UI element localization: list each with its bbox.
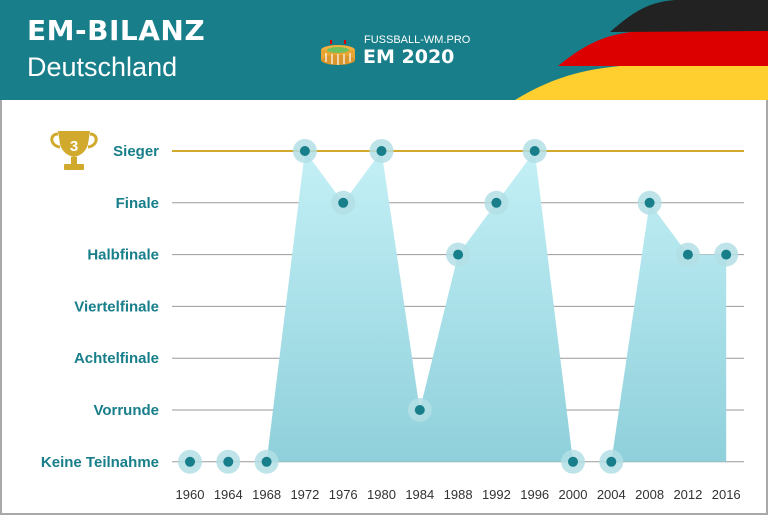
x-tick-label: 1968 [252, 487, 281, 502]
y-tick-label: Finale [116, 195, 159, 212]
x-tick-label: 2004 [597, 487, 626, 502]
x-tick-label: 2016 [712, 487, 741, 502]
data-point [292, 139, 317, 163]
data-point-dot [261, 456, 272, 467]
data-point [599, 449, 624, 474]
data-point [407, 398, 432, 422]
y-tick-label: Achtelfinale [74, 350, 159, 367]
data-point-dot [223, 456, 234, 467]
x-tick-label: 1996 [520, 487, 549, 502]
data-point-dot [338, 197, 349, 208]
stadium-icon [321, 40, 355, 65]
page-subtitle: Deutschland [27, 52, 178, 82]
y-tick-label: Sieger [113, 143, 159, 160]
data-point-dot [185, 456, 195, 467]
data-point-dot [568, 456, 578, 467]
trophy-icon: 3 [50, 131, 98, 170]
data-point-dot [491, 197, 502, 208]
data-point-dot [529, 146, 540, 156]
data-point [522, 139, 547, 163]
x-tick-label: 1992 [482, 487, 511, 502]
data-point [216, 449, 241, 474]
x-tick-label: 1984 [405, 487, 434, 502]
brand-site-label: FUSSBALL-WM.PRO [364, 34, 471, 46]
data-point-dot [606, 456, 617, 467]
data-point [331, 190, 356, 215]
trophy-count: 3 [70, 138, 78, 155]
data-point-dot [299, 146, 310, 156]
x-tick-label: 1976 [329, 487, 358, 502]
results-area [190, 151, 727, 462]
x-tick-label: 1964 [214, 487, 243, 502]
data-point [178, 449, 202, 474]
header-banner: EM-BILANZ Deutschland FUSSBALL-WM.PRO EM… [0, 0, 768, 100]
data-point [369, 139, 394, 163]
data-point-dot [682, 249, 693, 260]
x-tick-label: 1972 [290, 487, 319, 502]
data-point-dot [644, 197, 655, 208]
x-tick-label: 1960 [176, 487, 205, 502]
x-tick-label: 2000 [559, 487, 588, 502]
y-tick-label: Viertelfinale [74, 298, 159, 315]
x-tick-label: 2008 [635, 487, 664, 502]
data-point [446, 242, 471, 267]
data-point [484, 190, 509, 215]
data-point-dot [414, 405, 425, 415]
x-tick-label: 1980 [367, 487, 396, 502]
data-point-dot [376, 146, 387, 156]
brand-name-label: EM 2020 [363, 46, 455, 68]
y-tick-label: Halbfinale [87, 247, 159, 264]
data-point-dot [721, 249, 732, 260]
x-tick-label: 1988 [444, 487, 473, 502]
chart-panel: 3 Keine Teilnahme Vorrunde Achtelfinale Vie… [0, 100, 768, 515]
data-point [714, 242, 739, 267]
results-area-chart: 3 Keine Teilnahme Vorrunde Achtelfinale Vie… [41, 131, 744, 502]
y-tick-label: Keine Teilnahme [41, 454, 159, 471]
data-point-dot [453, 249, 464, 260]
germany-flag-graphic [515, 0, 768, 100]
data-point [254, 449, 279, 474]
data-point [675, 242, 700, 267]
x-tick-label: 2012 [673, 487, 702, 502]
data-point [637, 190, 662, 215]
data-point [561, 449, 585, 474]
y-tick-label: Vorrunde [93, 402, 159, 419]
page-title: EM-BILANZ [27, 14, 206, 47]
